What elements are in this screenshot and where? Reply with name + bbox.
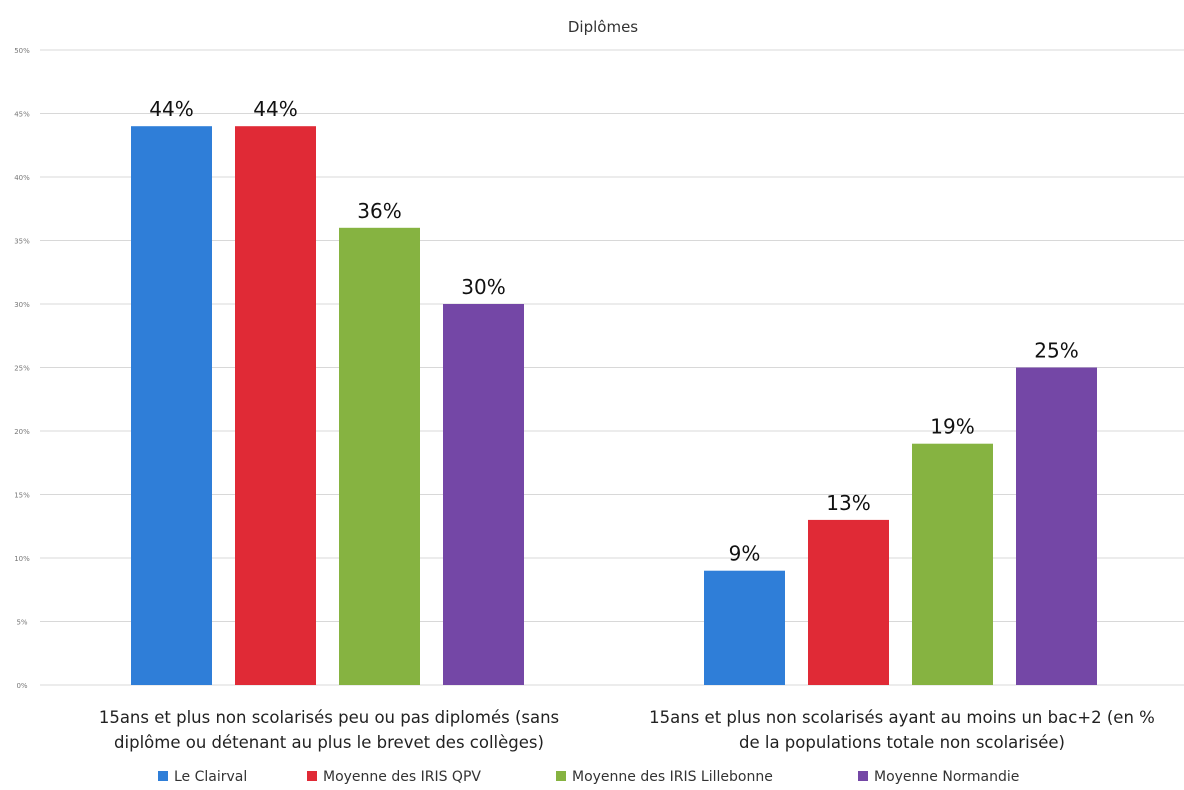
legend-label: Le Clairval — [174, 769, 247, 785]
y-tick-label: 10% — [14, 555, 30, 563]
data-label: 36% — [357, 199, 401, 223]
data-label: 19% — [930, 415, 974, 439]
y-tick-label: 45% — [14, 111, 30, 119]
y-tick-label: 40% — [14, 174, 30, 182]
category-label: de la populations totale non scolarisée) — [739, 733, 1065, 752]
y-tick-label: 15% — [14, 492, 30, 500]
legend-label: Moyenne des IRIS Lillebonne — [572, 769, 773, 785]
legend-label: Moyenne Normandie — [874, 769, 1019, 785]
bar — [704, 570, 785, 685]
legend-label: Moyenne des IRIS QPV — [323, 769, 481, 785]
y-tick-label: 50% — [14, 47, 30, 55]
bar — [912, 443, 993, 685]
gridlines — [40, 49, 1184, 686]
bar — [339, 227, 420, 686]
legend-swatch — [858, 771, 868, 781]
bar — [235, 126, 316, 685]
category-label: diplôme ou détenant au plus le brevet de… — [114, 733, 544, 752]
y-tick-label: 25% — [14, 365, 30, 373]
legend: Le Clairval Moyenne des IRIS QPV Moyenne d… — [158, 769, 1019, 785]
category-label: 15ans et plus non scolarisés peu ou pas … — [99, 708, 559, 727]
bars — [131, 126, 1097, 686]
y-tick-label: 30% — [14, 301, 30, 309]
bar — [1016, 367, 1097, 685]
data-label: 13% — [826, 491, 870, 515]
data-label: 30% — [461, 275, 505, 299]
data-label: 25% — [1034, 339, 1078, 363]
y-tick-label: 0% — [16, 682, 27, 690]
legend-swatch — [556, 771, 566, 781]
data-label: 44% — [149, 97, 193, 121]
category-labels: 15ans et plus non scolarisés peu ou pas … — [99, 708, 1155, 752]
data-label: 9% — [729, 542, 761, 566]
bar — [808, 519, 889, 685]
data-label: 44% — [253, 97, 297, 121]
data-labels: 44% 44% 36% 30% 9% 13% 19% 25% — [149, 97, 1078, 566]
category-label: 15ans et plus non scolarisés ayant au mo… — [649, 708, 1155, 727]
chart-title: Diplômes — [568, 18, 638, 36]
legend-swatch — [307, 771, 317, 781]
y-axis-ticks: 0% 5% 10% 15% 20% 25% 30% 35% 40% 45% 50% — [14, 47, 30, 690]
bar — [443, 304, 524, 685]
legend-swatch — [158, 771, 168, 781]
y-tick-label: 35% — [14, 238, 30, 246]
y-tick-label: 20% — [14, 428, 30, 436]
y-tick-label: 5% — [16, 619, 27, 627]
bar — [131, 126, 212, 685]
